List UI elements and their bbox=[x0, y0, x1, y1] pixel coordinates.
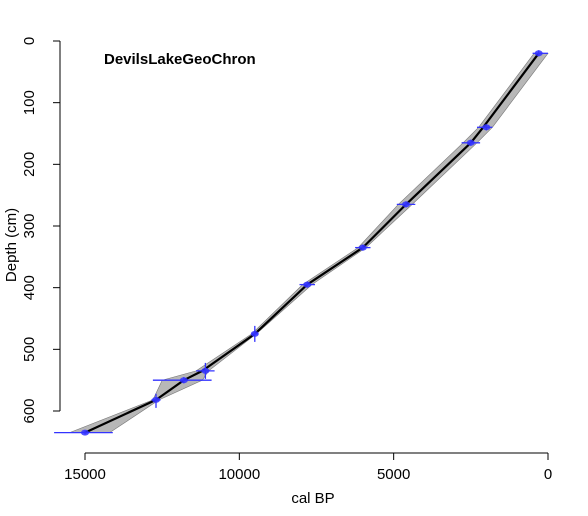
x-tick-label: 0 bbox=[544, 466, 552, 483]
sample-point bbox=[534, 50, 543, 57]
uncertainty-band-layer bbox=[69, 52, 549, 433]
sample-point bbox=[303, 281, 312, 288]
y-tick-label: 600 bbox=[21, 398, 38, 423]
dated-sample bbox=[355, 244, 371, 251]
dated-sample bbox=[299, 281, 315, 288]
dated-sample bbox=[152, 377, 212, 384]
uncertainty-band bbox=[69, 52, 549, 433]
dated-sample bbox=[54, 429, 113, 436]
sample-point bbox=[152, 396, 160, 403]
sample-point bbox=[179, 377, 188, 384]
dated-sample bbox=[396, 201, 416, 208]
sample-point bbox=[81, 429, 89, 436]
y-tick-label: 100 bbox=[21, 90, 38, 115]
chart-title: DevilsLakeGeoChron bbox=[104, 51, 256, 68]
sample-point bbox=[402, 201, 410, 208]
median-line-layer bbox=[84, 52, 540, 434]
dated-sample bbox=[250, 325, 259, 342]
sample-point bbox=[201, 367, 210, 374]
sample-point bbox=[250, 330, 259, 337]
x-tick-label: 5000 bbox=[377, 466, 410, 483]
x-tick-label: 15000 bbox=[64, 466, 106, 483]
dated-sample bbox=[461, 139, 481, 146]
y-tick-label: 500 bbox=[21, 337, 38, 362]
axes-layer: 15000 10000 5000 0 0 100 200 300 400 500 600 bbox=[21, 37, 552, 483]
dated-samples-layer bbox=[54, 50, 548, 436]
y-tick-label: 0 bbox=[21, 37, 38, 45]
y-tick-label: 400 bbox=[21, 275, 38, 300]
dated-sample bbox=[532, 50, 548, 57]
y-axis-label: Depth (cm) bbox=[3, 208, 20, 282]
sample-point bbox=[358, 244, 367, 251]
x-axis-label: cal BP bbox=[291, 490, 334, 507]
dated-sample bbox=[151, 393, 161, 408]
sample-point bbox=[482, 124, 491, 131]
y-tick-label: 200 bbox=[21, 152, 38, 177]
dated-sample bbox=[477, 124, 493, 131]
sample-point bbox=[466, 139, 475, 146]
median-age-depth-line bbox=[84, 52, 540, 434]
y-tick-label: 300 bbox=[21, 213, 38, 238]
dated-sample bbox=[196, 362, 215, 379]
x-tick-label: 10000 bbox=[218, 466, 260, 483]
